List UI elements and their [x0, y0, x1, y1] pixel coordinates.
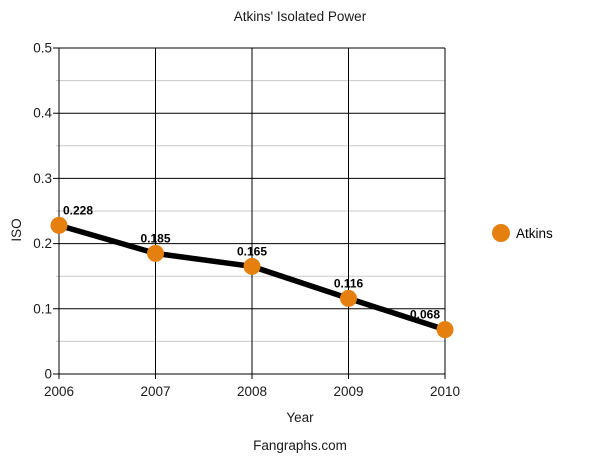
data-point-marker: [340, 289, 357, 307]
data-point-label: 0.165: [237, 244, 267, 258]
legend-label-atkins: Atkins: [516, 225, 553, 241]
legend-marker-atkins: [492, 224, 510, 242]
source-credit: Fangraphs.com: [253, 438, 347, 453]
data-point-marker: [243, 257, 261, 275]
data-point-marker: [147, 244, 164, 262]
data-point-marker: [50, 216, 68, 234]
x-tick-label: 2007: [140, 384, 170, 399]
data-point-label: 0.068: [410, 308, 440, 322]
chart-title: Atkins' Isolated Power: [233, 9, 367, 24]
data-point-label: 0.185: [140, 231, 170, 245]
x-tick-label: 2009: [333, 384, 363, 399]
y-tick-label: 0.3: [33, 171, 52, 186]
x-tick-label: 2006: [44, 384, 74, 399]
y-tick-label: 0.4: [33, 106, 52, 121]
legend: Atkins: [492, 224, 553, 242]
data-point-label: 0.228: [63, 203, 93, 217]
x-axis-label: Year: [286, 410, 314, 425]
data-point-label: 0.116: [334, 276, 364, 290]
data-point-marker: [436, 321, 454, 339]
x-tick-label: 2008: [237, 384, 267, 399]
y-tick-label: 0.1: [33, 301, 52, 316]
x-tick-label: 2010: [430, 384, 460, 399]
y-tick-label: 0.2: [33, 236, 52, 251]
y-tick-label: 0.5: [33, 41, 52, 56]
y-axis-label: ISO: [9, 218, 24, 242]
y-tick-label: 0: [44, 367, 52, 382]
